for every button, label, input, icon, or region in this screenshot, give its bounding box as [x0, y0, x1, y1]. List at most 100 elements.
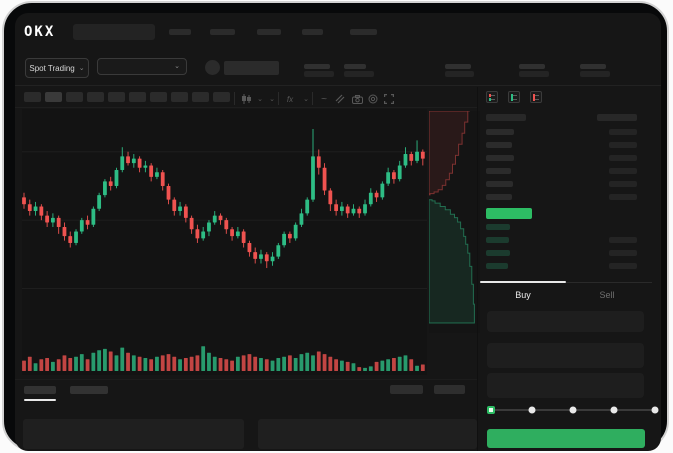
stat-value-placeholder: [304, 71, 334, 77]
book-combined-icon[interactable]: [486, 91, 498, 103]
interval-button-placeholder[interactable]: [171, 92, 188, 102]
slider-stop-75[interactable]: [610, 406, 618, 414]
app-screen: OKX Spot Trading ⌄ ⌄ ⌄ ⌄ fx ⌄ ~: [15, 13, 661, 451]
ask-amount-placeholder[interactable]: [609, 155, 637, 161]
stat-value-placeholder: [580, 71, 610, 77]
slider-stop-25[interactable]: [528, 406, 536, 414]
bid-price-placeholder[interactable]: [486, 237, 509, 243]
pair-selector-dropdown[interactable]: ⌄: [97, 58, 187, 75]
coin-avatar: [205, 60, 220, 75]
interval-button-placeholder[interactable]: [87, 92, 104, 102]
bid-amount-placeholder[interactable]: [609, 263, 637, 269]
chart-type-icon[interactable]: [239, 93, 253, 105]
tab-sell[interactable]: Sell: [599, 290, 615, 300]
bottom-tab-placeholder[interactable]: [70, 386, 108, 394]
icon-line: [513, 95, 517, 96]
interval-button-placeholder[interactable]: [24, 92, 41, 102]
interval-button-placeholder[interactable]: [150, 92, 167, 102]
nav-item-placeholder[interactable]: [210, 29, 235, 35]
icon-bar: [489, 98, 491, 101]
bottom-panel-placeholder: [258, 419, 477, 449]
bid-price-placeholder[interactable]: [486, 224, 510, 230]
ask-amount-placeholder[interactable]: [609, 181, 637, 187]
bottom-tab-placeholder[interactable]: [24, 386, 56, 394]
icon-line: [491, 99, 495, 100]
icon-bar: [489, 94, 491, 97]
bottom-active-tab-indicator: [24, 399, 56, 401]
bottom-action-placeholder[interactable]: [390, 385, 423, 394]
ask-price-placeholder[interactable]: [486, 181, 513, 187]
interval-button-placeholder[interactable]: [45, 92, 62, 102]
icon-line: [513, 99, 517, 100]
order-total-field[interactable]: [487, 373, 644, 398]
order-amount-field[interactable]: [487, 343, 644, 368]
interval-button-placeholder[interactable]: [129, 92, 146, 102]
ask-price-placeholder[interactable]: [486, 168, 511, 174]
pair-name-placeholder: [224, 61, 279, 75]
nav-item-placeholder[interactable]: [169, 29, 191, 35]
camera-icon[interactable]: [350, 93, 364, 105]
nav-item-placeholder[interactable]: [257, 29, 281, 35]
bid-amount-placeholder[interactable]: [609, 237, 637, 243]
ask-price-placeholder[interactable]: [486, 194, 512, 200]
stat-label-placeholder: [344, 64, 366, 69]
stat-label-placeholder: [519, 64, 545, 69]
ask-amount-placeholder[interactable]: [609, 194, 637, 200]
slider-stop-0[interactable]: [487, 406, 495, 414]
icon-line: [491, 95, 495, 96]
fullscreen-icon[interactable]: [382, 93, 396, 105]
chevron-down-icon[interactable]: ⌄: [303, 96, 309, 103]
interval-button-placeholder[interactable]: [66, 92, 83, 102]
buy-submit-button[interactable]: [487, 429, 645, 448]
order-price-field[interactable]: [487, 311, 644, 332]
ask-amount-placeholder[interactable]: [609, 129, 637, 135]
stat-value-placeholder: [344, 71, 374, 77]
settings-icon[interactable]: [366, 93, 380, 105]
slider-stop-50[interactable]: [569, 406, 577, 414]
compare-icon[interactable]: [333, 93, 347, 105]
ask-price-placeholder[interactable]: [486, 142, 512, 148]
indicators-icon[interactable]: fx: [286, 94, 294, 104]
chevron-down-icon[interactable]: ⌄: [269, 96, 275, 103]
stat-value-placeholder: [445, 71, 474, 77]
icon-bar: [533, 94, 535, 101]
book-bids-only-icon[interactable]: [508, 91, 520, 103]
interval-button-placeholder[interactable]: [108, 92, 125, 102]
depth-chart[interactable]: [428, 110, 480, 333]
icon-line: [535, 99, 539, 100]
stat-label-placeholder: [304, 64, 330, 69]
chevron-down-icon[interactable]: ⌄: [257, 96, 263, 103]
market-type-dropdown[interactable]: Spot Trading ⌄: [25, 58, 89, 78]
ask-amount-placeholder[interactable]: [609, 168, 637, 174]
orderbook-header-price: [486, 114, 526, 121]
ask-price-placeholder[interactable]: [486, 155, 514, 161]
bottom-panel-placeholder: [23, 419, 244, 449]
bid-price-placeholder[interactable]: [486, 263, 508, 269]
slider-stop-100[interactable]: [651, 406, 659, 414]
nav-item-placeholder[interactable]: [302, 29, 323, 35]
book-asks-only-icon[interactable]: [530, 91, 542, 103]
bid-price-placeholder[interactable]: [486, 250, 510, 256]
chevron-down-icon: ⌄: [174, 63, 180, 70]
ask-amount-placeholder[interactable]: [609, 142, 637, 148]
market-type-label: Spot Trading: [29, 63, 75, 73]
candlestick-chart[interactable]: [22, 109, 427, 375]
interval-button-placeholder[interactable]: [213, 92, 230, 102]
interval-button-placeholder[interactable]: [192, 92, 209, 102]
tab-buy[interactable]: Buy: [515, 290, 531, 300]
icon-bar: [511, 94, 513, 101]
icon-line: [535, 95, 539, 96]
active-tab-indicator: [480, 281, 566, 283]
line-tool-icon[interactable]: ~: [321, 93, 327, 105]
bottom-action-placeholder[interactable]: [434, 385, 465, 394]
okx-logo: OKX: [24, 24, 56, 40]
last-price-flag[interactable]: [486, 208, 532, 219]
nav-item-placeholder[interactable]: [350, 29, 377, 35]
stat-label-placeholder: [445, 64, 471, 69]
stat-value-placeholder: [519, 71, 549, 77]
search-input[interactable]: [73, 24, 155, 40]
orderbook-header-amount: [597, 114, 637, 121]
ask-price-placeholder[interactable]: [486, 129, 514, 135]
bid-amount-placeholder[interactable]: [609, 250, 637, 256]
